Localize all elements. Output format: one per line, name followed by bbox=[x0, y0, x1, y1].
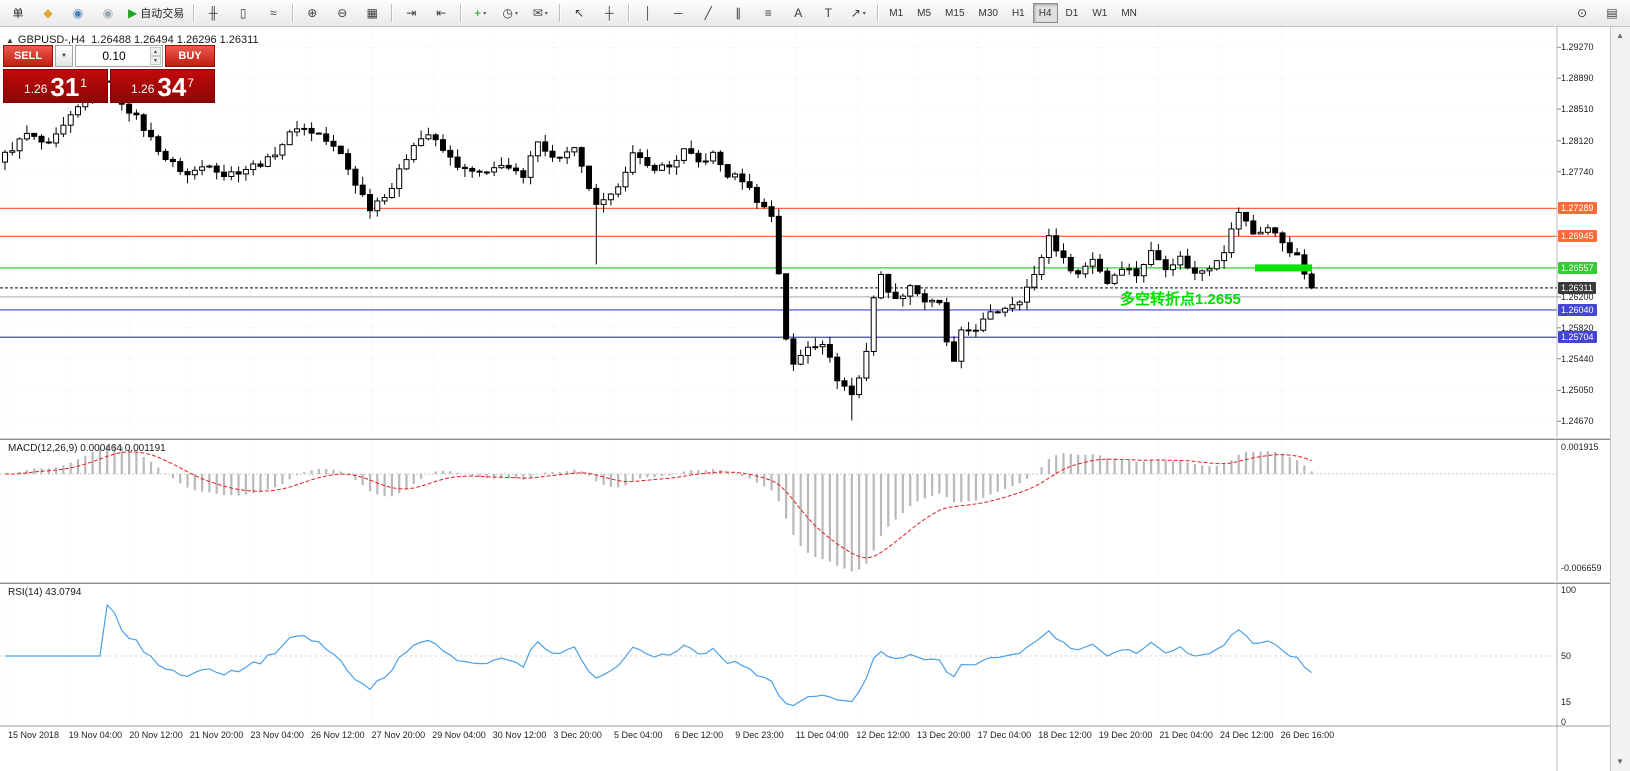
toolbar-separator bbox=[877, 4, 879, 22]
tile-windows-icon[interactable]: ▦ bbox=[366, 6, 378, 20]
zoom-out-icon[interactable]: ⊖ bbox=[337, 6, 348, 20]
macd-indicator-label: MACD(12,26,9) 0.000464 0.001191 bbox=[8, 443, 166, 454]
text-icon[interactable]: A bbox=[794, 6, 803, 20]
buy-price-main: 1.26 bbox=[131, 82, 155, 96]
crosshair-icon[interactable]: ┼ bbox=[604, 6, 614, 20]
horizontal-line-icon[interactable]: ─ bbox=[673, 6, 683, 20]
sell-price-big: 31 bbox=[50, 72, 80, 102]
timeframe-m15-button[interactable]: M15 bbox=[945, 7, 965, 19]
new-order-button[interactable]: 单 bbox=[12, 8, 24, 20]
volume-field: ▲ ▼ bbox=[75, 45, 163, 67]
panel-separator-rsi[interactable] bbox=[0, 581, 1610, 584]
symbol-title: GBPUSD-,H4 bbox=[17, 34, 86, 46]
autotrading-button[interactable]: ▶ 自动交易 bbox=[128, 6, 185, 20]
collapse-icon[interactable]: ▲ bbox=[6, 36, 14, 45]
scroll-down-button[interactable]: ▼ bbox=[1616, 756, 1624, 766]
volume-increase-button[interactable]: ▲ bbox=[150, 47, 161, 56]
buy-price-sup: 7 bbox=[187, 76, 194, 90]
arrows-icon[interactable]: ↗ ▾ bbox=[850, 6, 866, 20]
buy-price-display[interactable]: 1.26 34 7 bbox=[110, 69, 215, 103]
toolbar-separator bbox=[292, 4, 294, 22]
templates-icon[interactable]: ✉ ▾ bbox=[532, 6, 548, 20]
chart-annotation: 多空转折点1.2655 bbox=[1120, 291, 1241, 308]
line-chart-icon[interactable]: ≈ bbox=[269, 6, 277, 20]
chart-canvas[interactable] bbox=[0, 27, 1610, 771]
toolbar-separator bbox=[391, 4, 393, 22]
timeframe-h1-button[interactable]: H1 bbox=[1011, 7, 1025, 19]
toolbar-separator bbox=[460, 4, 462, 22]
market-watch-icon[interactable]: ◆ bbox=[43, 6, 53, 20]
navigator-icon[interactable]: ◉ bbox=[102, 6, 114, 20]
label-icon[interactable]: T bbox=[824, 6, 832, 20]
timeframe-w1-button[interactable]: W1 bbox=[1092, 7, 1108, 19]
cursor-icon[interactable]: ↖ bbox=[574, 6, 585, 20]
timeframe-m1-button[interactable]: M1 bbox=[889, 7, 904, 19]
timeframe-mn-button[interactable]: MN bbox=[1121, 7, 1137, 19]
toolbar-separator bbox=[628, 4, 630, 22]
sell-price-sup: 1 bbox=[80, 76, 87, 90]
indicators-add-icon[interactable]: + ▾ bbox=[474, 6, 487, 20]
zoom-in-icon[interactable]: ⊕ bbox=[307, 6, 318, 20]
panel-separator-macd[interactable] bbox=[0, 437, 1610, 440]
fibonacci-icon[interactable]: ≡ bbox=[764, 6, 772, 20]
sell-price-display[interactable]: 1.26 31 1 bbox=[3, 69, 108, 103]
data-window-icon[interactable]: ◉ bbox=[72, 6, 84, 20]
rsi-indicator-label: RSI(14) 43.0794 bbox=[8, 587, 82, 598]
scroll-up-button[interactable]: ▲ bbox=[1616, 30, 1624, 40]
timeframe-h4-button[interactable]: H4 bbox=[1032, 3, 1058, 23]
auto-scroll-icon[interactable]: ⇥ bbox=[406, 6, 417, 20]
bar-chart-icon[interactable]: ╫ bbox=[208, 6, 218, 20]
toolbar-separator bbox=[193, 4, 195, 22]
sell-button[interactable]: SELL bbox=[3, 45, 53, 67]
chart-shift-icon[interactable]: ⇤ bbox=[436, 6, 447, 20]
order-options-dropdown[interactable]: ▼ bbox=[55, 45, 73, 67]
sell-price-main: 1.26 bbox=[24, 82, 48, 96]
main-toolbar: 单 ◆ ◉ ◉ ▶ 自动交易 ╫ ▯ ≈ ⊕ ⊖ ▦ ⇥ ⇤ + ▾ ◷ ▾ ✉ ▾ ↖ ┼ │ ─ ╱ ∥ ≡ A T ↗ ▾ M1 M5 M1… bbox=[0, 0, 1630, 27]
symbol-ohlc-values: 1.26488 1.26494 1.26296 1.26311 bbox=[91, 34, 259, 46]
buy-price-big: 34 bbox=[157, 72, 187, 102]
vertical-scrollbar[interactable]: ▲ ▼ bbox=[1610, 27, 1630, 771]
vertical-line-icon[interactable]: │ bbox=[644, 6, 652, 20]
candlestick-chart-icon[interactable]: ▯ bbox=[239, 6, 247, 20]
timeframe-m30-button[interactable]: M30 bbox=[978, 7, 998, 19]
trendline-icon[interactable]: ╱ bbox=[704, 6, 712, 20]
timeframe-m5-button[interactable]: M5 bbox=[917, 7, 932, 19]
toolbar-separator bbox=[559, 4, 561, 22]
timeframe-d1-button[interactable]: D1 bbox=[1065, 7, 1079, 19]
window-layout-icon[interactable]: ▤ bbox=[1606, 6, 1618, 20]
periods-icon[interactable]: ◷ ▾ bbox=[502, 6, 518, 20]
search-icon[interactable]: ⊙ bbox=[1576, 6, 1588, 20]
buy-button[interactable]: BUY bbox=[165, 45, 215, 67]
chart-workspace: 1.29270 1.28890 1.28510 1.28120 1.27740 1.262… bbox=[0, 27, 1610, 771]
channel-icon[interactable]: ∥ bbox=[735, 6, 742, 20]
volume-decrease-button[interactable]: ▼ bbox=[150, 56, 161, 65]
chart-symbol-info: ▲ GBPUSD-,H4 1.26488 1.26494 1.26296 1.263… bbox=[6, 34, 259, 46]
volume-input[interactable] bbox=[76, 46, 162, 66]
